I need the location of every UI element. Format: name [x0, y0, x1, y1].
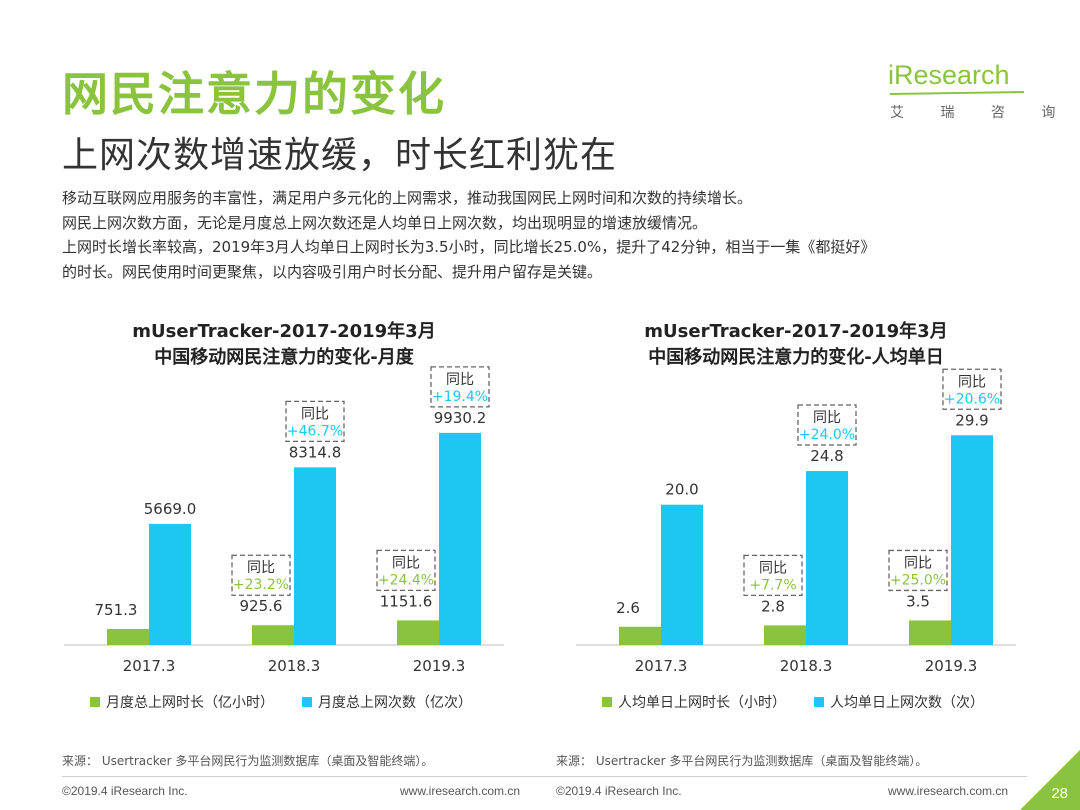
data-label: 29.9	[955, 411, 988, 429]
bar-duration	[252, 625, 294, 645]
yoy-box	[430, 366, 490, 408]
logo-cn-text: 艾 瑞 咨 询	[890, 105, 1072, 121]
chart-subtitle: 中国移动网民注意力的变化-人均单日	[648, 346, 943, 368]
yoy-label: 同比	[247, 560, 275, 576]
bar-duration	[107, 628, 149, 645]
legend-label: 月度总上网次数（亿次）	[318, 695, 472, 711]
yoy-value: +20.6%	[944, 391, 1000, 407]
page-number: 28	[1051, 785, 1068, 802]
yoy-value: +24.4%	[378, 572, 434, 588]
legend-swatch	[814, 697, 824, 707]
footer-copyright-left: ©2019.4 iResearch Inc.	[62, 784, 188, 798]
data-label: 24.8	[810, 447, 843, 465]
yoy-label: 同比	[759, 560, 787, 576]
yoy-value: +25.0%	[890, 572, 946, 588]
yoy-box	[743, 554, 803, 597]
description: 移动互联网应用服务的丰富性，满足用户多元化的上网需求，推动我国网民上网时间和次数…	[62, 186, 1032, 284]
data-label: 2.6	[616, 599, 640, 617]
page-corner-icon	[1020, 750, 1080, 810]
bar-count	[951, 435, 993, 645]
description-line: 移动互联网应用服务的丰富性，满足用户多元化的上网需求，推动我国网民上网时间和次数…	[62, 189, 753, 207]
data-label: 2.8	[761, 597, 785, 615]
footer-url-right: www.iresearch.com.cn	[888, 784, 1009, 798]
yoy-label: 同比	[446, 372, 474, 388]
data-label: 5669.0	[144, 500, 197, 518]
chart-monthly: mUserTracker-2017-2019年3月 中国移动网民注意力的变化-月度…	[44, 310, 524, 720]
bar-count	[294, 467, 336, 645]
chart-title: mUserTracker-2017-2019年3月	[644, 320, 947, 342]
footer-copyright-right: ©2019.4 iResearch Inc.	[556, 784, 682, 798]
x-tick-label: 2018.3	[780, 657, 833, 675]
yoy-box	[888, 549, 948, 592]
description-line: 上网时长增长率较高，2019年3月人均单日上网时长为3.5小时，同比增长25.0…	[62, 238, 876, 256]
data-label: 751.3	[95, 601, 138, 619]
data-label: 1151.6	[380, 592, 433, 610]
bar-count	[439, 432, 481, 645]
footer-url-left: www.iresearch.com.cn	[400, 784, 521, 798]
legend-label: 月度总上网时长（亿小时）	[106, 695, 274, 711]
bar-duration	[619, 626, 661, 645]
yoy-box	[942, 368, 1002, 410]
bar-count	[149, 523, 191, 645]
iresearch-logo: iResearch 艾 瑞 咨 询	[888, 58, 1055, 124]
bar-count	[806, 471, 848, 645]
data-label: 20.0	[665, 481, 698, 499]
yoy-value: +46.7%	[287, 423, 343, 439]
page-title: 网民注意力的变化	[62, 67, 446, 121]
yoy-value: +7.7%	[749, 577, 796, 593]
yoy-box	[231, 554, 291, 596]
bar-count	[661, 504, 703, 645]
yoy-box	[376, 549, 436, 592]
yoy-value: +23.2%	[233, 577, 289, 593]
chart-monthly-svg: mUserTracker-2017-2019年3月中国移动网民注意力的变化-月度…	[64, 320, 504, 711]
data-label: 3.5	[906, 592, 930, 610]
legend-swatch	[302, 697, 312, 707]
yoy-value: +24.0%	[799, 427, 855, 443]
description-line: 网民上网次数方面，无论是月度总上网次数还是人均单日上网次数，均出现明显的增速放缓…	[62, 213, 708, 232]
data-label: 925.6	[240, 597, 283, 615]
data-label: 9930.2	[434, 409, 487, 427]
legend-label: 人均单日上网时长（小时）	[618, 695, 786, 711]
footer-divider	[62, 776, 1027, 777]
bar-duration	[764, 625, 806, 645]
description-line: 的时长。网民使用时间更聚焦，以内容吸引用户时长分配、提升用户留存是关键。	[62, 262, 603, 281]
chart-title: mUserTracker-2017-2019年3月	[132, 320, 435, 342]
yoy-box	[797, 404, 857, 446]
x-tick-label: 2019.3	[413, 657, 466, 675]
bar-duration	[909, 620, 951, 645]
logo-brand: iResearch	[888, 60, 1010, 90]
yoy-label: 同比	[392, 555, 420, 571]
source-note-left: 来源： Usertracker 多平台网民行为监测数据库（桌面及智能终端）。	[62, 754, 434, 768]
yoy-value: +19.4%	[432, 389, 488, 405]
logo-banner-icon	[888, 58, 1026, 96]
yoy-label: 同比	[813, 410, 841, 426]
yoy-label: 同比	[904, 555, 932, 571]
legend-swatch	[90, 697, 100, 707]
bar-duration	[397, 620, 439, 645]
yoy-label: 同比	[958, 374, 986, 390]
yoy-label: 同比	[301, 406, 329, 422]
data-label: 8314.8	[289, 443, 342, 461]
yoy-box	[285, 400, 345, 443]
source-note-right: 来源： Usertracker 多平台网民行为监测数据库（桌面及智能终端）。	[556, 754, 928, 768]
page-subtitle: 上网次数增速放缓，时长红利犹在	[62, 135, 618, 176]
x-tick-label: 2017.3	[635, 657, 688, 675]
legend-label: 人均单日上网次数（次）	[830, 695, 984, 711]
x-tick-label: 2018.3	[268, 657, 321, 675]
chart-daily: mUserTracker-2017-2019年3月 中国移动网民注意力的变化-人均…	[556, 310, 1036, 720]
x-tick-label: 2017.3	[123, 657, 176, 675]
x-tick-label: 2019.3	[925, 657, 978, 675]
legend-swatch	[602, 697, 612, 707]
chart-daily-svg: mUserTracker-2017-2019年3月中国移动网民注意力的变化-人均…	[576, 320, 1016, 711]
chart-subtitle: 中国移动网民注意力的变化-月度	[154, 346, 414, 368]
